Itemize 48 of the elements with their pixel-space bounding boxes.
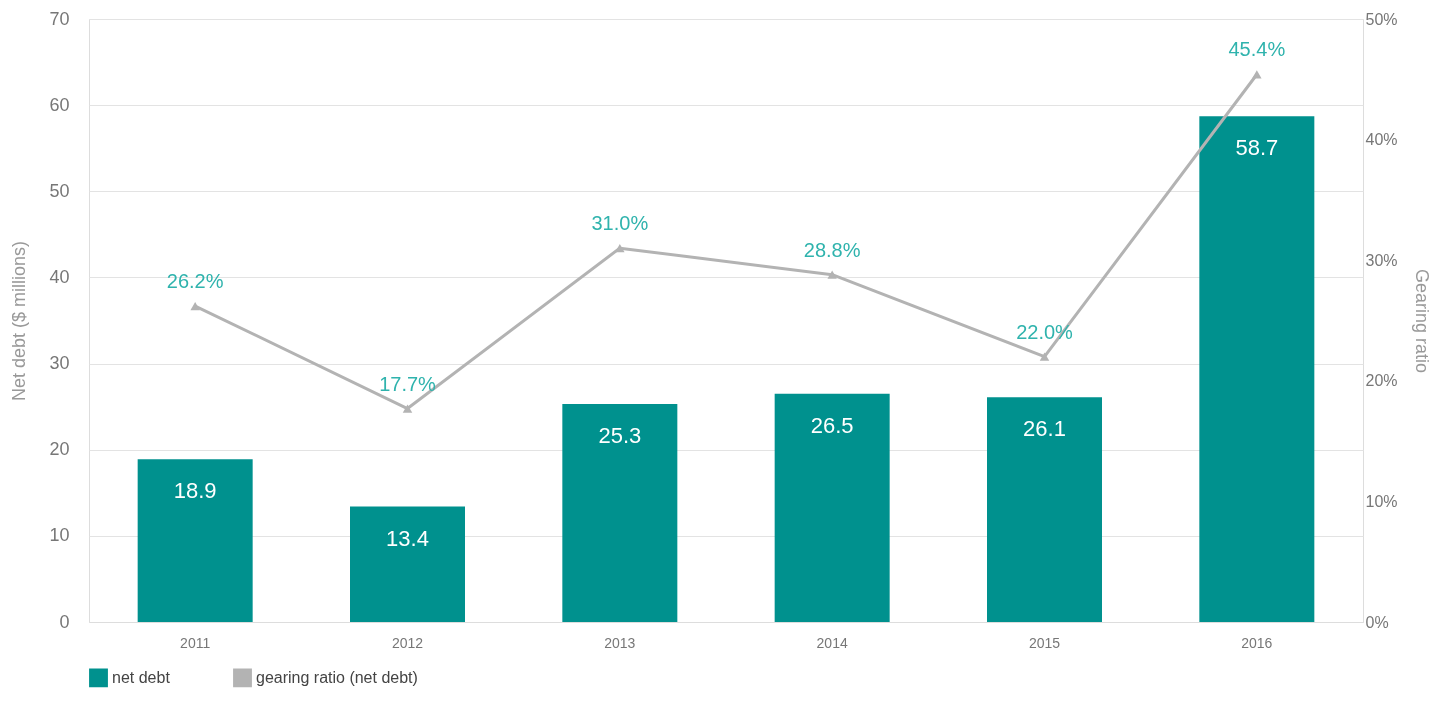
x-tick-label: 2013 [604, 634, 636, 651]
y-tick-label: 60 [49, 94, 70, 115]
bar [562, 404, 678, 622]
y-tick-label: 50 [49, 180, 70, 201]
x-tick-label: 2014 [816, 634, 848, 651]
data-label: 26.1 [1023, 416, 1066, 442]
data-label: 58.7 [1235, 135, 1279, 161]
y-tick-label: 10 [49, 525, 70, 546]
y2-axis-title: Gearing ratio [1411, 268, 1432, 374]
y2-tick-label: 30% [1365, 251, 1398, 269]
y2-tick-label: 50% [1365, 10, 1398, 28]
y-axis-title: Net debt ($ millions) [9, 240, 30, 402]
data-label: 25.3 [598, 423, 642, 449]
bar [1199, 116, 1315, 622]
y-tick-label: 20 [49, 439, 70, 460]
y-tick-label: 40 [49, 266, 70, 287]
data-label: 45.4% [1228, 38, 1286, 61]
bar [350, 506, 465, 622]
y-tick-label: 0 [59, 611, 70, 632]
y-tick-label: 70 [49, 8, 70, 29]
bar [137, 459, 253, 622]
point [615, 244, 625, 253]
data-label: 18.9 [173, 478, 217, 504]
legend-label: net debt [112, 668, 171, 686]
data-label: 13.4 [386, 525, 429, 551]
y2-tick-label: 20% [1365, 372, 1398, 390]
point [827, 270, 837, 279]
x-tick-label: 2012 [391, 634, 424, 651]
y2-tick-label: 0% [1365, 613, 1389, 631]
y2-tick-label: 10% [1365, 492, 1398, 510]
x-tick-label: 2016 [1241, 634, 1273, 651]
point [1252, 70, 1262, 79]
data-label: 17.7% [379, 372, 437, 395]
data-label: 28.8% [803, 238, 861, 261]
y-tick-label: 30 [49, 353, 70, 374]
data-label: 31.0% [591, 212, 649, 235]
data-label: 22.0% [1016, 320, 1074, 343]
bar [987, 397, 1102, 622]
bar [774, 393, 890, 622]
point [402, 404, 413, 413]
point [190, 301, 200, 311]
x-tick-label: 2011 [180, 634, 211, 651]
point [1039, 352, 1050, 361]
data-label: 26.2% [166, 270, 224, 293]
data-label: 26.5 [810, 412, 854, 438]
legend-label: gearing ratio (net debt) [256, 668, 418, 686]
y2-tick-label: 40% [1365, 131, 1398, 149]
x-tick-label: 2015 [1028, 634, 1061, 651]
